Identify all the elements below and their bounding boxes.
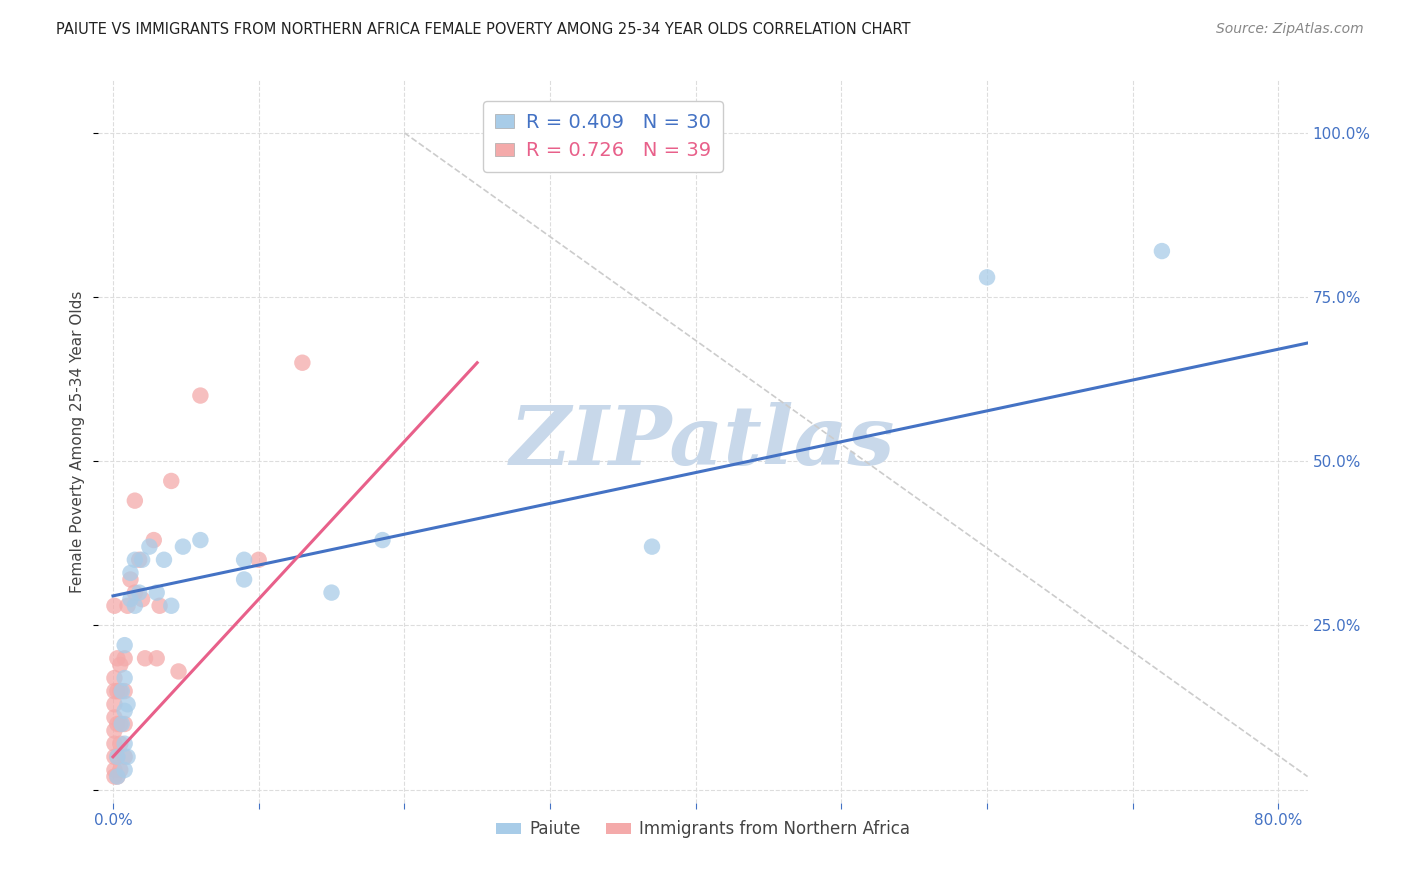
Point: [103, 737, 125, 751]
Point: [114, 684, 136, 698]
Y-axis label: Female Poverty Among 25-34 Year Olds: Female Poverty Among 25-34 Year Olds: [70, 291, 86, 592]
Point: [103, 671, 125, 685]
Point: [153, 553, 176, 567]
Point: [111, 684, 134, 698]
Point: [371, 533, 394, 547]
Point: [120, 566, 142, 580]
Point: [105, 717, 128, 731]
Point: [124, 553, 146, 567]
Point: [114, 763, 136, 777]
Point: [103, 710, 125, 724]
Point: [120, 573, 142, 587]
Point: [190, 388, 212, 402]
Point: [111, 717, 134, 731]
Point: [145, 651, 167, 665]
Point: [131, 592, 153, 607]
Point: [124, 585, 146, 599]
Point: [117, 749, 139, 764]
Point: [114, 737, 136, 751]
Point: [160, 474, 183, 488]
Point: [131, 553, 153, 567]
Point: [110, 657, 132, 672]
Point: [1150, 244, 1173, 258]
Point: [114, 717, 136, 731]
Point: [145, 585, 167, 599]
Point: [110, 717, 132, 731]
Text: PAIUTE VS IMMIGRANTS FROM NORTHERN AFRICA FEMALE POVERTY AMONG 25-34 YEAR OLDS C: PAIUTE VS IMMIGRANTS FROM NORTHERN AFRIC…: [56, 22, 911, 37]
Point: [124, 493, 146, 508]
Point: [103, 763, 125, 777]
Point: [105, 684, 128, 698]
Point: [128, 553, 150, 567]
Point: [976, 270, 998, 285]
Point: [117, 599, 139, 613]
Point: [103, 698, 125, 712]
Point: [117, 698, 139, 712]
Point: [167, 665, 190, 679]
Point: [103, 684, 125, 698]
Point: [105, 749, 128, 764]
Point: [120, 592, 142, 607]
Point: [291, 356, 314, 370]
Point: [103, 770, 125, 784]
Point: [110, 763, 132, 777]
Point: [321, 585, 343, 599]
Point: [138, 540, 160, 554]
Point: [105, 749, 128, 764]
Point: [641, 540, 664, 554]
Point: [114, 671, 136, 685]
Point: [233, 553, 256, 567]
Point: [149, 599, 172, 613]
Point: [128, 585, 150, 599]
Point: [190, 533, 212, 547]
Point: [105, 770, 128, 784]
Point: [114, 638, 136, 652]
Point: [103, 749, 125, 764]
Text: Source: ZipAtlas.com: Source: ZipAtlas.com: [1216, 22, 1364, 37]
Point: [103, 723, 125, 738]
Point: [105, 770, 128, 784]
Point: [142, 533, 165, 547]
Point: [172, 540, 194, 554]
Point: [124, 599, 146, 613]
Point: [114, 704, 136, 718]
Point: [103, 599, 125, 613]
Legend: Paiute, Immigrants from Northern Africa: Paiute, Immigrants from Northern Africa: [489, 814, 917, 845]
Point: [105, 651, 128, 665]
Point: [114, 651, 136, 665]
Point: [233, 573, 256, 587]
Point: [110, 737, 132, 751]
Point: [110, 684, 132, 698]
Point: [134, 651, 156, 665]
Point: [160, 599, 183, 613]
Text: ZIPatlas: ZIPatlas: [510, 401, 896, 482]
Point: [114, 749, 136, 764]
Point: [247, 553, 270, 567]
